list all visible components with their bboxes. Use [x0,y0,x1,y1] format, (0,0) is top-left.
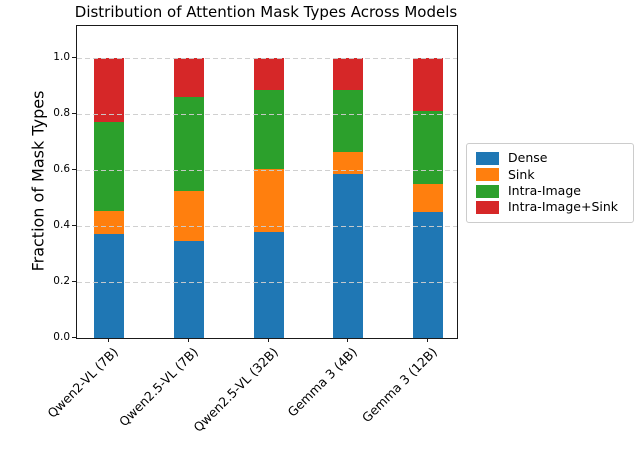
x-tick-mark [108,338,109,342]
bar-segment-intra-image-sink [173,58,204,98]
legend-item-intra-image-sink: Intra-Image+Sink [476,201,624,214]
y-tick-mark [72,281,76,282]
legend-swatch-sink [476,168,499,182]
bar-segment-intra-image-sink [413,58,444,112]
y-tick-label: 0.4 [53,219,70,231]
bar-segment-dense [253,231,284,338]
x-tick-mark [267,338,269,342]
gridline [77,226,457,227]
legend-item-dense: Dense [476,152,624,165]
legend-label: Intra-Image [508,182,581,198]
gridline [77,58,457,59]
legend-label: Dense [508,150,548,166]
legend-item-sink: Sink [476,166,624,182]
y-tick-mark [72,337,76,338]
y-tick-label: 0.6 [53,163,70,175]
legend-label: Sink [508,166,535,182]
x-tick-mark [427,338,429,342]
y-tick-mark [72,113,76,114]
bar-segment-sink [94,210,124,235]
y-tick-mark [72,225,76,226]
bar-segment-dense [173,241,204,338]
gridline [77,282,457,283]
gridline [77,114,457,115]
bar-segment-sink [253,168,284,232]
bar-segment-intra-image [94,122,124,211]
bar-segment-sink [413,184,444,212]
plot-area [76,25,458,339]
bar-segment-intra-image-sink [333,58,364,91]
bar-segment-intra-image-sink [253,58,284,91]
legend-item-intra-image: Intra-Image [476,182,624,198]
bar-segment-sink [173,191,204,242]
x-tick-mark [187,338,189,342]
legend: Dense Sink Intra-Image Intra-Image+Sink [466,143,634,223]
bar-segment-dense [333,174,364,338]
bar-segment-sink [333,151,364,175]
y-tick-label: 0.2 [53,275,70,287]
bar-segment-intra-image [253,90,284,169]
bar-segment-intra-image [173,97,204,191]
legend-label: Intra-Image+Sink [508,199,619,215]
legend-swatch-intra-image-sink [476,200,499,214]
y-tick-mark [72,57,76,58]
bar-segment-dense [413,212,444,338]
legend-swatch-intra-image [476,184,499,198]
bar-segment-intra-image-sink [94,58,124,123]
chart-title: Distribution of Attention Mask Types Acr… [74,3,458,21]
bar-segment-intra-image [413,111,444,184]
x-tick-label: Qwen2-VL (7B) [44,344,121,421]
y-tick-label: 1.0 [53,51,70,63]
x-tick-mark [347,338,349,342]
y-tick-mark [72,169,76,170]
gridline [77,170,457,171]
y-tick-label: 0.8 [53,107,70,119]
legend-swatch-dense [476,152,499,165]
bar-segment-dense [94,234,124,338]
y-tick-label: 0.0 [53,331,70,343]
bar-segment-intra-image [333,90,364,152]
